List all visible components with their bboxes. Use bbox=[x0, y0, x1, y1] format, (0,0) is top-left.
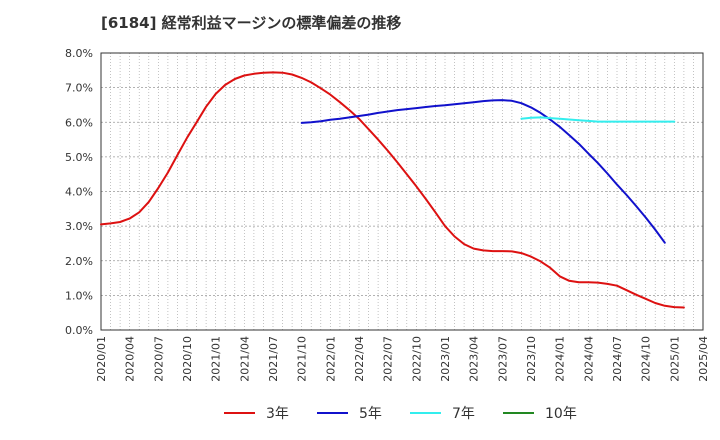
x-tick-label: 2022/10 bbox=[410, 336, 423, 382]
y-tick-label: 0.0% bbox=[65, 324, 93, 337]
y-tick-label: 3.0% bbox=[65, 220, 93, 233]
series-line-5年 bbox=[300, 99, 666, 244]
x-tick-label: 2024/10 bbox=[640, 336, 653, 382]
y-tick-label: 7.0% bbox=[65, 82, 93, 95]
y-tick-label: 6.0% bbox=[65, 116, 93, 129]
x-tick-label: 2024/04 bbox=[582, 336, 595, 382]
legend-label: 10年 bbox=[545, 406, 577, 422]
x-tick-label: 2023/04 bbox=[468, 336, 481, 382]
x-tick-label: 2021/04 bbox=[238, 336, 251, 382]
y-tick-label: 4.0% bbox=[65, 186, 93, 199]
legend-label: 7年 bbox=[452, 406, 475, 422]
legend-label: 5年 bbox=[359, 406, 382, 422]
series-line-3年 bbox=[100, 71, 685, 309]
x-tick-label: 2022/07 bbox=[382, 336, 395, 382]
x-tick-label: 2021/07 bbox=[267, 336, 280, 382]
x-tick-label: 2023/01 bbox=[439, 336, 452, 382]
y-tick-label: 5.0% bbox=[65, 151, 93, 164]
x-tick-label: 2023/07 bbox=[496, 336, 509, 382]
x-tick-label: 2020/07 bbox=[152, 336, 165, 382]
x-tick-label: 2022/04 bbox=[353, 336, 366, 382]
y-tick-label: 8.0% bbox=[65, 47, 93, 60]
y-tick-label: 1.0% bbox=[65, 289, 93, 302]
plot-frame bbox=[100, 52, 704, 331]
x-tick-label: 2023/10 bbox=[525, 336, 538, 382]
x-tick-label: 2020/04 bbox=[124, 336, 137, 382]
x-tick-label: 2025/04 bbox=[697, 336, 710, 382]
x-tick-label: 2020/10 bbox=[181, 336, 194, 382]
x-tick-label: 2020/01 bbox=[95, 336, 108, 382]
x-tick-label: 2021/01 bbox=[210, 336, 223, 382]
series-line-7年 bbox=[520, 116, 676, 123]
x-tick-label: 2022/01 bbox=[324, 336, 337, 382]
legend-label: 3年 bbox=[266, 406, 289, 422]
x-tick-label: 2025/01 bbox=[668, 336, 681, 382]
chart-title: [6184] 経常利益マージンの標準偏差の推移 bbox=[101, 14, 402, 32]
y-tick-label: 2.0% bbox=[65, 255, 93, 268]
x-tick-label: 2021/10 bbox=[296, 336, 309, 382]
x-tick-label: 2024/01 bbox=[554, 336, 567, 382]
x-tick-label: 2024/07 bbox=[611, 336, 624, 382]
